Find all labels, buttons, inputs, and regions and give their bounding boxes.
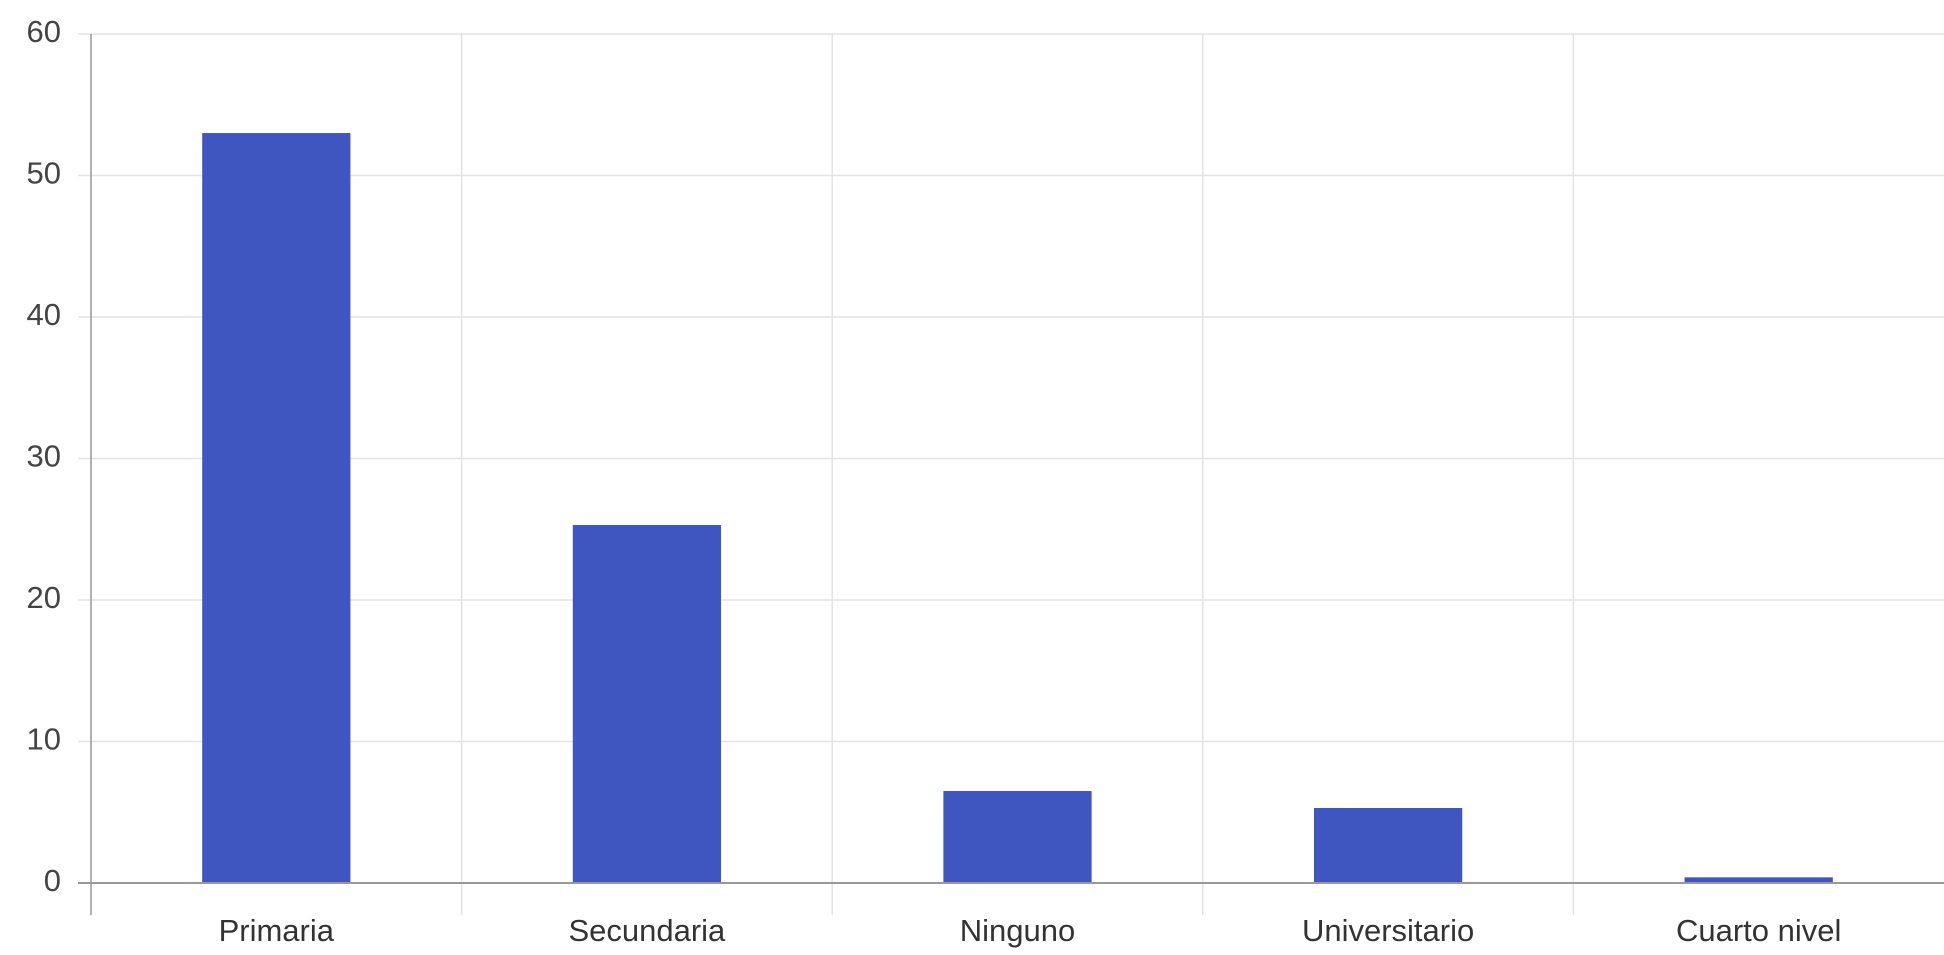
bar-universitario bbox=[1313, 808, 1463, 883]
bar-cuarto-nivel bbox=[1684, 877, 1833, 883]
y-tick-label: 50 bbox=[27, 156, 61, 191]
bar-secundaria bbox=[572, 525, 722, 883]
y-tick-label: 40 bbox=[27, 297, 61, 332]
y-tick-label: 20 bbox=[27, 580, 61, 615]
axis-layer bbox=[78, 33, 1944, 915]
grid-layer bbox=[91, 33, 1944, 915]
y-tick-label: 10 bbox=[27, 722, 61, 757]
y-tick-label: 60 bbox=[27, 14, 61, 49]
x-category-label: Primaria bbox=[219, 913, 335, 948]
x-category-label: Ninguno bbox=[960, 913, 1075, 948]
labels-layer: 0 10 20 30 40 50 60 Primaria Secundaria Ninguno Un… bbox=[27, 14, 1842, 948]
y-tick-label: 30 bbox=[27, 439, 61, 474]
bar-ninguno bbox=[943, 791, 1092, 883]
x-category-label: Cuarto nivel bbox=[1676, 913, 1841, 948]
y-tick-label: 0 bbox=[44, 863, 61, 898]
x-category-label: Secundaria bbox=[568, 913, 726, 948]
bars-layer bbox=[202, 133, 1833, 884]
bar-primaria bbox=[202, 133, 351, 884]
x-category-label: Universitario bbox=[1302, 913, 1474, 948]
